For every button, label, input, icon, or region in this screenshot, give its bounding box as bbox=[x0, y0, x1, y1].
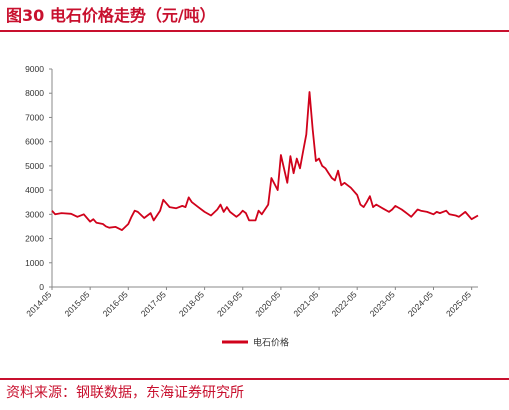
y-tick-label: 3000 bbox=[25, 209, 44, 219]
y-tick-label: 4000 bbox=[25, 185, 44, 195]
x-tick-label: 2022-05 bbox=[329, 289, 358, 318]
x-tick-label: 2014-05 bbox=[24, 289, 53, 318]
x-tick-label: 2016-05 bbox=[101, 289, 130, 318]
plot-area bbox=[51, 91, 479, 232]
x-tick-label: 2020-05 bbox=[253, 289, 282, 318]
series-line bbox=[51, 91, 479, 232]
x-tick-label: 2017-05 bbox=[139, 289, 168, 318]
x-axis: 2014-05 2015-05 2016-05 2017-05 2018-05 2019-… bbox=[24, 286, 478, 318]
y-tick-label: 1000 bbox=[25, 258, 44, 268]
x-tick-label: 2021-05 bbox=[291, 289, 320, 318]
title-divider bbox=[0, 30, 509, 32]
legend: 电石价格 bbox=[222, 337, 289, 349]
y-tick-label: 2000 bbox=[25, 234, 44, 244]
y-axis: 0 1000 2000 3000 4000 5000 6000 7000 8000 9000 bbox=[25, 64, 53, 292]
y-tick-label: 7000 bbox=[25, 112, 44, 122]
x-tick-label: 2024-05 bbox=[406, 289, 435, 318]
source-note: 资料来源：钢联数据，东海证券研究所 bbox=[6, 385, 244, 401]
x-tick-label: 2019-05 bbox=[215, 289, 244, 318]
legend-label: 电石价格 bbox=[253, 337, 289, 349]
y-tick-label: 0 bbox=[39, 282, 44, 292]
x-tick-label: 2023-05 bbox=[368, 289, 397, 318]
y-tick-label: 8000 bbox=[25, 88, 44, 98]
source-divider bbox=[0, 378, 509, 380]
y-tick-label: 5000 bbox=[25, 161, 44, 171]
y-tick-label: 9000 bbox=[25, 64, 44, 74]
x-tick-label: 2025-05 bbox=[444, 289, 473, 318]
figure-title: 图30 电石价格走势（元/吨） bbox=[6, 6, 216, 25]
x-tick-label: 2015-05 bbox=[62, 289, 91, 318]
x-tick-label: 2018-05 bbox=[177, 289, 206, 318]
y-tick-label: 6000 bbox=[25, 137, 44, 147]
